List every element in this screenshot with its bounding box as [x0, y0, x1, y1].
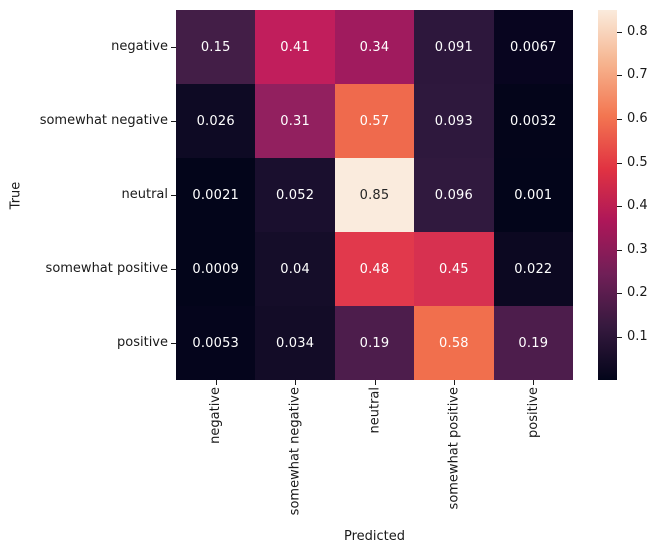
colorbar-tick-label: 0.3 — [627, 241, 648, 257]
heatmap-cell: 0.0009 — [176, 232, 256, 306]
cell-value: 0.001 — [514, 187, 553, 203]
heatmap-cell: 0.15 — [176, 10, 256, 84]
cell-value: 0.19 — [518, 335, 549, 351]
y-tick-label: neutral — [121, 187, 169, 202]
cell-value: 0.31 — [280, 113, 310, 129]
heatmap-cell: 0.45 — [414, 232, 494, 306]
y-tick-mark — [171, 343, 176, 344]
y-axis-title-text: True — [8, 181, 24, 209]
cell-value: 0.0032 — [509, 113, 557, 129]
y-tick-mark — [171, 47, 176, 48]
cell-value: 0.096 — [434, 187, 473, 203]
heatmap-cell: 0.026 — [176, 84, 256, 158]
colorbar-tick-label: 0.7 — [627, 67, 648, 83]
colorbar-tick-label: 0.2 — [627, 285, 648, 301]
y-tick-label: somewhat positive — [45, 261, 168, 276]
heatmap-cell: 0.0032 — [493, 84, 573, 158]
cell-value: 0.034 — [275, 335, 315, 351]
heatmap-cell: 0.0021 — [176, 158, 256, 232]
y-tick-mark — [171, 195, 176, 196]
colorbar-tick-mark — [617, 249, 622, 251]
cell-value: 0.093 — [434, 113, 473, 129]
cell-value: 0.0009 — [192, 261, 240, 277]
colorbar-tick-mark — [617, 162, 622, 164]
heatmap-cell: 0.41 — [255, 10, 335, 84]
heatmap-cell: 0.001 — [493, 158, 573, 232]
x-tick-label: negative — [208, 387, 224, 444]
x-tick-mark — [295, 380, 297, 385]
heatmap-cell: 0.034 — [255, 306, 335, 380]
heatmap-cell: 0.57 — [334, 84, 415, 158]
cell-value: 0.091 — [434, 39, 473, 55]
cell-value: 0.052 — [275, 187, 315, 203]
heatmap-cell: 0.58 — [414, 306, 494, 380]
cell-value: 0.58 — [439, 335, 469, 351]
y-tick-mark — [171, 121, 176, 122]
heatmap-cell: 0.19 — [334, 306, 415, 380]
colorbar-tick-mark — [617, 75, 622, 77]
cell-value: 0.19 — [359, 335, 390, 351]
heatmap-cell: 0.091 — [414, 10, 494, 84]
heatmap-cell: 0.052 — [255, 158, 335, 232]
heatmap-cell: 0.093 — [414, 84, 494, 158]
x-axis-title: Predicted — [343, 529, 406, 544]
cell-value: 0.0053 — [192, 335, 240, 351]
cell-value: 0.41 — [280, 39, 310, 55]
y-tick-label: positive — [117, 335, 168, 350]
colorbar-tick-label: 0.5 — [627, 154, 648, 170]
heatmap-cell: 0.19 — [493, 306, 573, 380]
cell-value: 0.022 — [514, 261, 553, 277]
colorbar-tick-mark — [617, 31, 622, 33]
heatmap-cell: 0.096 — [414, 158, 494, 232]
cell-value: 0.57 — [359, 113, 390, 129]
cell-value: 0.15 — [200, 39, 231, 55]
heatmap-cell: 0.31 — [255, 84, 335, 158]
x-tick-mark — [374, 380, 376, 385]
x-tick-label: somewhat negative — [287, 387, 303, 516]
cell-value: 0.04 — [280, 261, 310, 277]
heatmap-cell: 0.34 — [334, 10, 415, 84]
heatmap-grid: 0.15 0.41 0.34 0.091 0.0067 0.026 0.31 0.57 0.09… — [176, 10, 573, 380]
x-tick-label: neutral — [367, 387, 382, 434]
cell-value: 0.45 — [439, 261, 469, 277]
colorbar-tick-label: 0.8 — [627, 23, 648, 39]
y-tick-mark — [171, 269, 176, 270]
colorbar-tick-label: 0.1 — [627, 328, 648, 344]
colorbar-tick-mark — [617, 206, 622, 208]
colorbar-tick-label: 0.4 — [627, 198, 648, 214]
x-tick-mark — [215, 380, 217, 385]
heatmap-cell: 0.0053 — [176, 306, 256, 380]
y-tick-label: somewhat negative — [39, 113, 168, 128]
colorbar-tick-mark — [617, 118, 622, 120]
heatmap-cell: 0.022 — [493, 232, 573, 306]
x-tick-mark — [533, 380, 535, 385]
x-tick-label: somewhat positive — [446, 387, 462, 510]
cell-value: 0.026 — [196, 113, 235, 129]
cell-value: 0.34 — [359, 39, 390, 55]
cell-value: 0.85 — [359, 187, 390, 203]
cell-value: 0.48 — [359, 261, 390, 277]
heatmap-cell: 0.48 — [334, 232, 415, 306]
colorbar-gradient — [598, 10, 617, 380]
heatmap-cell: 0.04 — [255, 232, 335, 306]
x-tick-mark — [453, 380, 455, 385]
heatmap-cell: 0.85 — [334, 158, 415, 232]
x-tick-label: positive — [525, 387, 541, 438]
colorbar-tick-mark — [617, 293, 622, 295]
y-axis-title: True — [4, 10, 28, 380]
colorbar-tick-mark — [617, 336, 622, 338]
cell-value: 0.0067 — [509, 39, 557, 55]
heatmap-cell: 0.0067 — [493, 10, 573, 84]
colorbar-tick-label: 0.6 — [627, 110, 648, 126]
cell-value: 0.0021 — [192, 187, 240, 203]
y-tick-label: negative — [111, 39, 168, 54]
